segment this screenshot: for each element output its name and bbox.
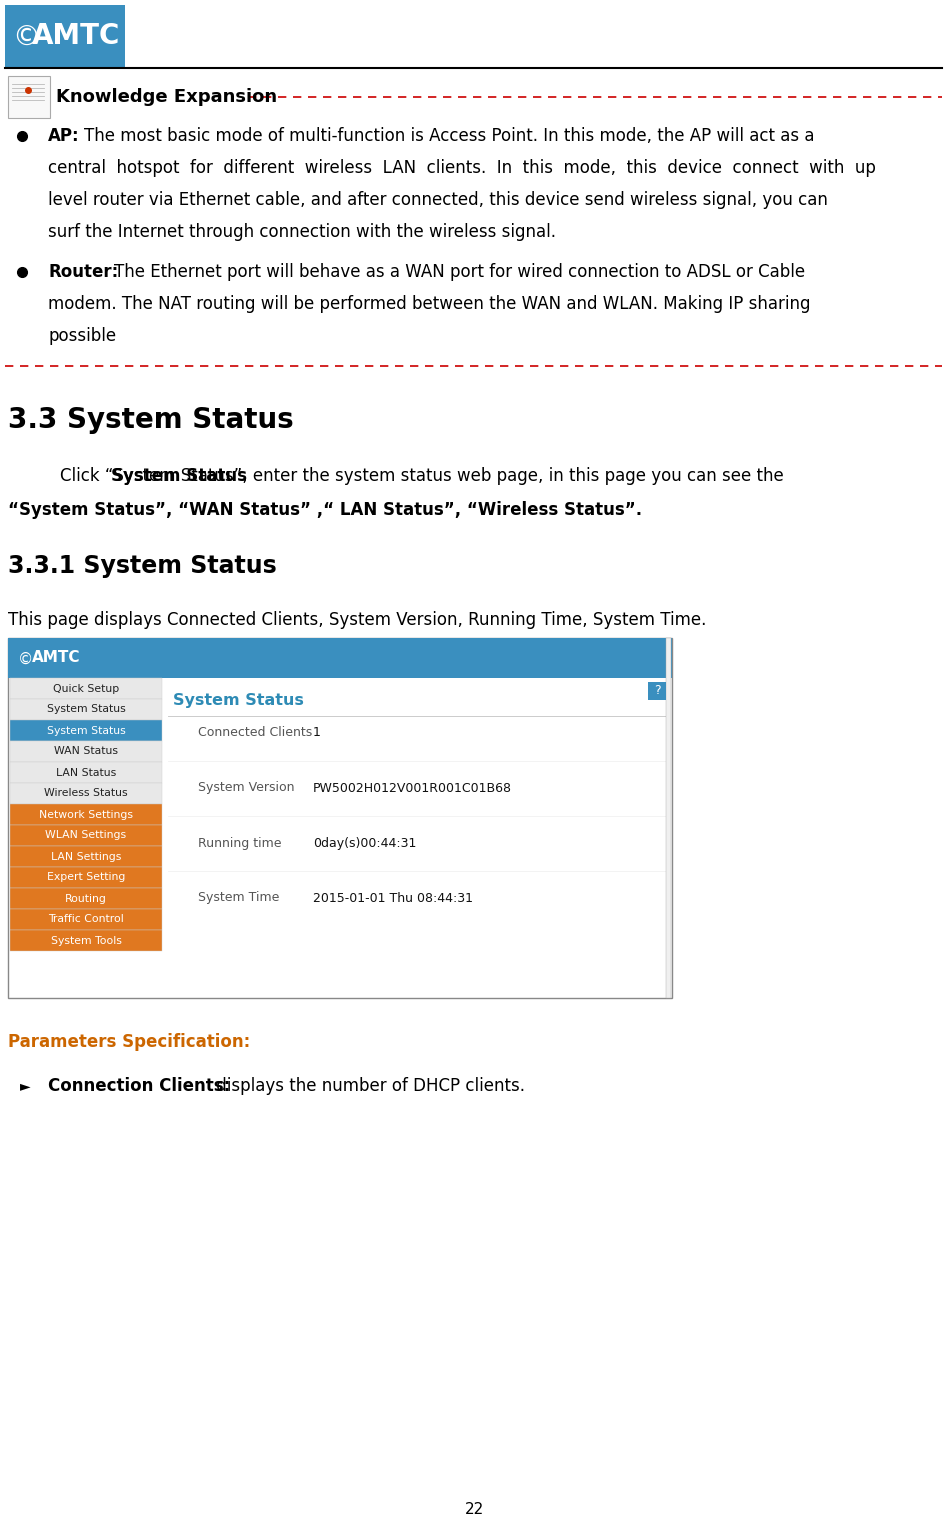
Text: The most basic mode of multi-function is Access Point. In this mode, the AP will: The most basic mode of multi-function is…: [84, 127, 814, 144]
Bar: [10, 889, 162, 909]
Bar: [648, 682, 666, 700]
Text: 0day(s)00:44:31: 0day(s)00:44:31: [313, 837, 417, 849]
Text: Router:: Router:: [48, 262, 118, 281]
Bar: [10, 720, 162, 741]
Text: 2015-01-01 Thu 08:44:31: 2015-01-01 Thu 08:44:31: [313, 892, 473, 904]
Text: Quick Setup: Quick Setup: [53, 683, 119, 694]
Bar: [10, 804, 162, 824]
Text: “System Status”, “WAN Status” ,“ LAN Status”, “Wireless Status”.: “System Status”, “WAN Status” ,“ LAN Sta…: [8, 500, 642, 519]
Text: 1: 1: [313, 726, 320, 740]
Text: The Ethernet port will behave as a WAN port for wired connection to ADSL or Cabl: The Ethernet port will behave as a WAN p…: [114, 262, 805, 281]
Bar: [10, 783, 162, 804]
Text: ►: ►: [20, 1079, 30, 1093]
Text: level router via Ethernet cable, and after connected, this device send wireless : level router via Ethernet cable, and aft…: [48, 190, 828, 209]
Bar: [8, 639, 672, 678]
Bar: [10, 930, 162, 952]
Text: WLAN Settings: WLAN Settings: [46, 830, 126, 841]
Text: System Status: System Status: [47, 726, 126, 735]
Text: System Tools: System Tools: [50, 935, 122, 946]
Bar: [10, 741, 162, 761]
Text: AMTC: AMTC: [32, 21, 121, 51]
Bar: [8, 77, 50, 118]
Bar: [8, 639, 672, 998]
Text: Wireless Status: Wireless Status: [44, 789, 127, 798]
Text: 3.3.1 System Status: 3.3.1 System Status: [8, 554, 277, 579]
Text: System Version: System Version: [198, 781, 295, 795]
Bar: [666, 639, 671, 998]
Text: System Status: System Status: [47, 705, 126, 714]
Text: System Time: System Time: [198, 892, 280, 904]
Text: LAN Status: LAN Status: [56, 768, 116, 778]
Text: Running time: Running time: [198, 837, 281, 849]
Text: PW5002H012V001R001C01B68: PW5002H012V001R001C01B68: [313, 781, 512, 795]
Text: ©: ©: [12, 25, 40, 52]
Text: Parameters Specification:: Parameters Specification:: [8, 1033, 250, 1051]
Text: Traffic Control: Traffic Control: [49, 915, 124, 924]
Text: AP:: AP:: [48, 127, 80, 144]
Text: 3.3 System Status: 3.3 System Status: [8, 405, 294, 434]
Text: AMTC: AMTC: [32, 651, 81, 666]
Text: Expert Setting: Expert Setting: [47, 872, 126, 883]
Text: System Status: System Status: [173, 692, 304, 708]
Bar: [10, 698, 162, 720]
Text: Routing: Routing: [65, 893, 107, 904]
Text: Network Settings: Network Settings: [39, 809, 133, 820]
Bar: [10, 824, 162, 846]
Text: This page displays Connected Clients, System Version, Running Time, System Time.: This page displays Connected Clients, Sy…: [8, 611, 707, 629]
Bar: [10, 761, 162, 783]
Bar: [10, 846, 162, 867]
Text: Knowledge Expansion: Knowledge Expansion: [56, 87, 277, 106]
Text: surf the Internet through connection with the wireless signal.: surf the Internet through connection wit…: [48, 223, 556, 241]
Text: possible: possible: [48, 327, 116, 345]
Text: ©: ©: [18, 651, 33, 666]
Text: System Status: System Status: [111, 467, 247, 485]
Text: Click “System Status”, enter the system status web page, in this page you can se: Click “System Status”, enter the system …: [60, 467, 784, 485]
Bar: [10, 867, 162, 889]
Text: WAN Status: WAN Status: [54, 746, 118, 757]
Text: 22: 22: [465, 1503, 485, 1518]
Bar: [10, 640, 120, 675]
Text: central  hotspot  for  different  wireless  LAN  clients.  In  this  mode,  this: central hotspot for different wireless L…: [48, 160, 876, 177]
Text: modem. The NAT routing will be performed between the WAN and WLAN. Making IP sha: modem. The NAT routing will be performed…: [48, 295, 810, 313]
Text: Connection Clients:: Connection Clients:: [48, 1078, 230, 1094]
Text: Connected Clients: Connected Clients: [198, 726, 312, 740]
Bar: [5, 5, 125, 68]
Bar: [10, 678, 162, 698]
Text: ?: ?: [653, 685, 660, 697]
Text: displays the number of DHCP clients.: displays the number of DHCP clients.: [211, 1078, 525, 1094]
Bar: [10, 909, 162, 930]
Text: LAN Settings: LAN Settings: [50, 852, 121, 861]
